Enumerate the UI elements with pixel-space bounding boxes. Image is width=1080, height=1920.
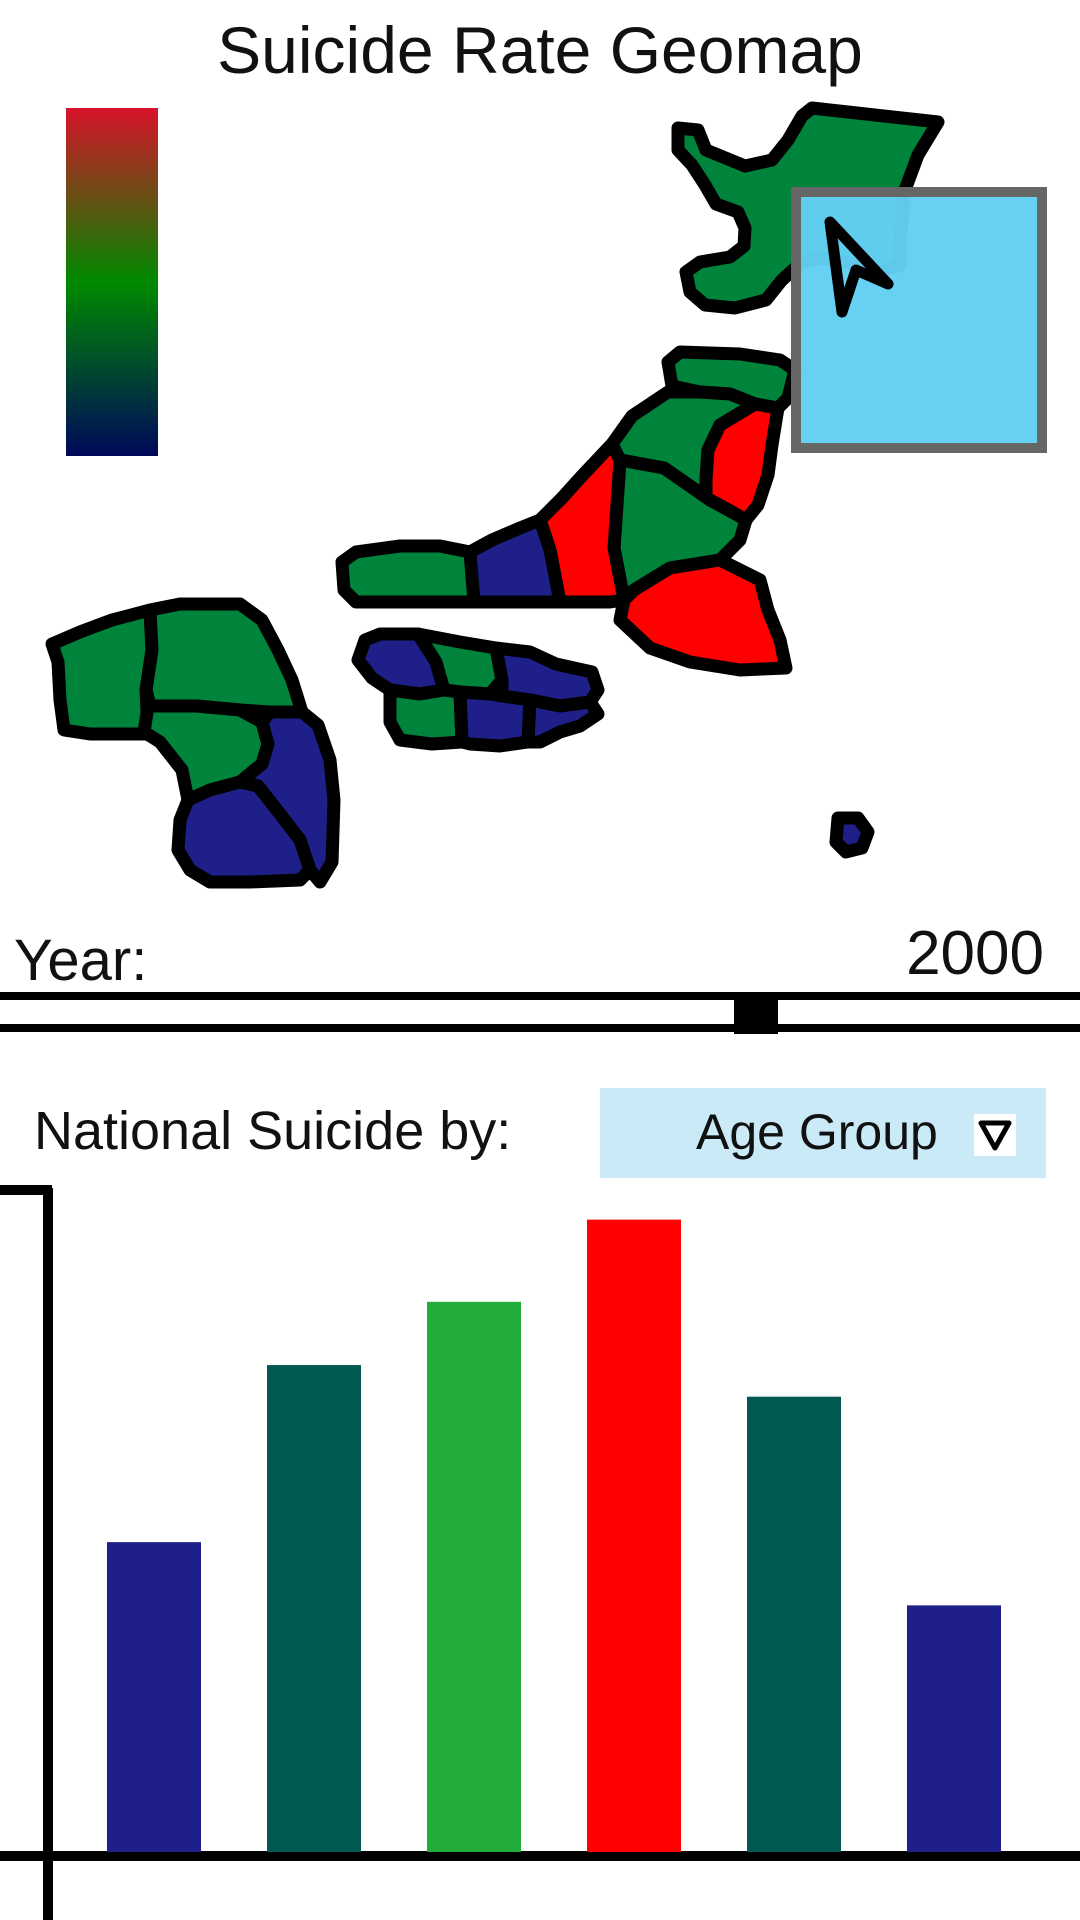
map-region[interactable]	[45, 603, 159, 741]
chart-bar-5[interactable]	[747, 1396, 841, 1852]
map-region[interactable]	[463, 513, 567, 609]
color-scale-legend	[66, 108, 158, 456]
year-label: Year:	[14, 928, 148, 993]
chart-bar-2[interactable]	[267, 1365, 361, 1852]
map-region[interactable]	[233, 705, 341, 889]
map-region[interactable]	[139, 597, 309, 719]
map-region[interactable]	[335, 539, 481, 609]
year-slider-thumb[interactable]	[734, 992, 778, 1034]
map-region[interactable]	[521, 693, 605, 749]
page-title: Suicide Rate Geomap	[217, 13, 863, 87]
chart-bar-3[interactable]	[427, 1301, 521, 1852]
breakdown-dropdown[interactable]: Age Group	[600, 1088, 1046, 1178]
breakdown-label: National Suicide by:	[34, 1101, 512, 1161]
map-region[interactable]	[383, 683, 469, 751]
triangle-down-icon[interactable]	[974, 1114, 1016, 1156]
chart-bar-4[interactable]	[587, 1219, 681, 1852]
map-region[interactable]	[829, 811, 875, 859]
chart-bar-6[interactable]	[907, 1605, 1001, 1852]
geomap	[45, 101, 1047, 889]
year-value: 2000	[906, 919, 1044, 988]
breakdown-dropdown-value: Age Group	[696, 1104, 938, 1160]
map-region[interactable]	[171, 775, 317, 889]
chart-bar-1[interactable]	[107, 1542, 201, 1852]
age-group-bar-chart	[0, 1185, 1080, 1920]
year-slider[interactable]	[0, 992, 1080, 1044]
cursor-arrow-icon	[824, 216, 894, 318]
map-region[interactable]	[453, 685, 537, 753]
map-region[interactable]	[613, 553, 793, 677]
year-slider-track[interactable]	[0, 992, 1080, 1032]
